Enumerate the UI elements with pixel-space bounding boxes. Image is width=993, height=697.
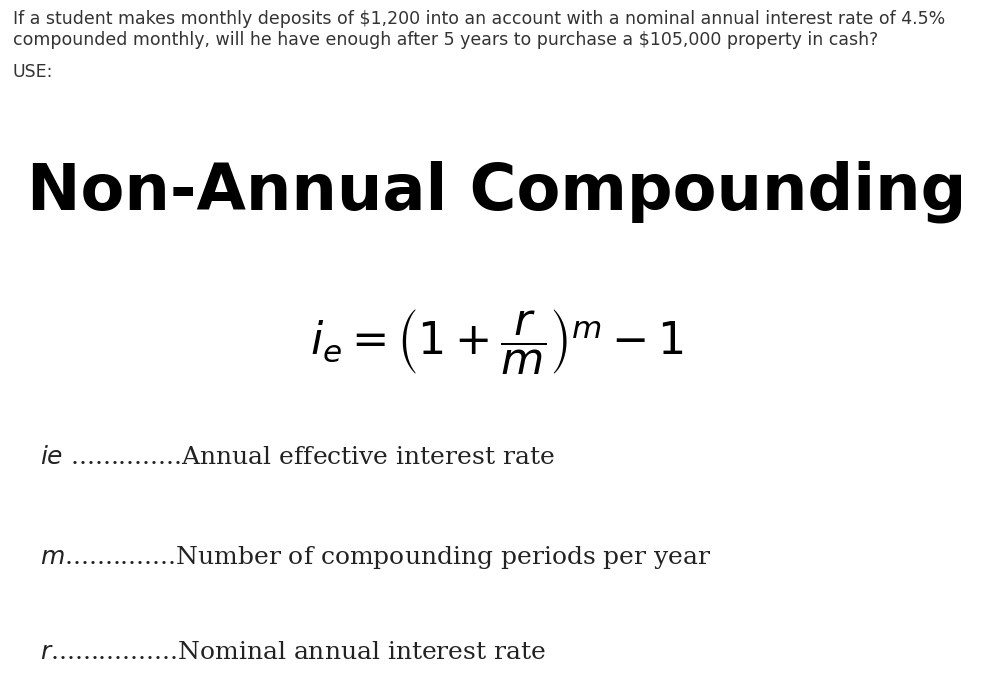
Text: $\mathit{m}$..............Number of compounding periods per year: $\mathit{m}$..............Number of comp… bbox=[40, 544, 711, 571]
Text: If a student makes monthly deposits of $1,200 into an account with a nominal ann: If a student makes monthly deposits of $… bbox=[13, 10, 945, 29]
Text: compounded monthly, will he have enough after 5 years to purchase a $105,000 pro: compounded monthly, will he have enough … bbox=[13, 31, 878, 49]
Text: Non-Annual Compounding: Non-Annual Compounding bbox=[27, 160, 966, 223]
Text: $\mathit{ie}$ ..............Annual effective interest rate: $\mathit{ie}$ ..............Annual effec… bbox=[40, 446, 554, 469]
Text: $i_e = \left(1 + \dfrac{r}{m}\right)^{m} - 1$: $i_e = \left(1 + \dfrac{r}{m}\right)^{m}… bbox=[310, 307, 683, 376]
Text: $\mathit{r}$................Nominal annual interest rate: $\mathit{r}$................Nominal annu… bbox=[40, 641, 546, 664]
Text: USE:: USE: bbox=[13, 63, 54, 81]
